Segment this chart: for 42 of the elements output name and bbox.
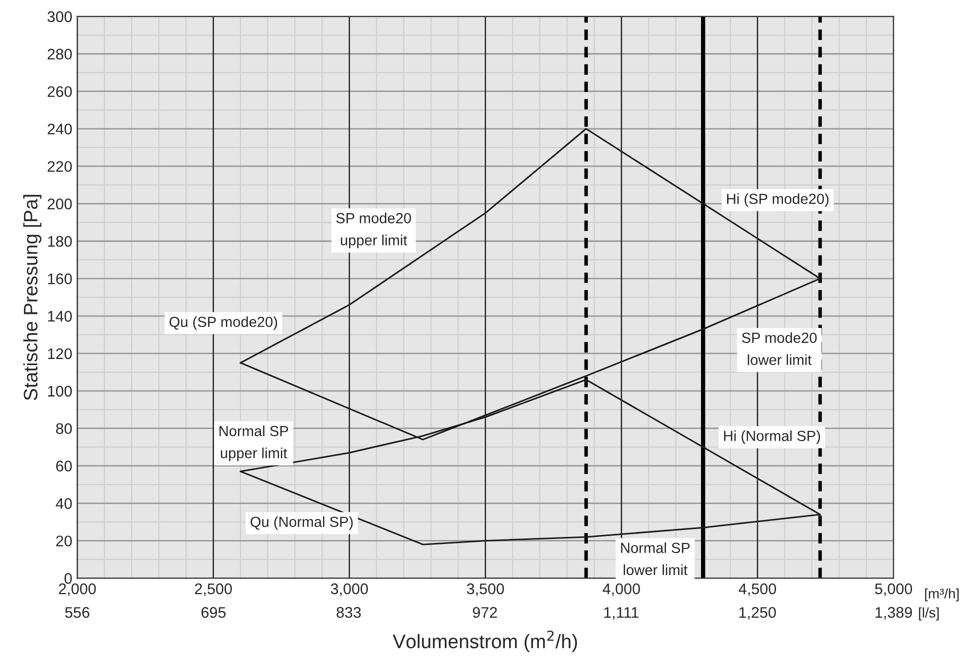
x-tick-label: 2,000 [58,583,96,596]
x-tick-label: 4,000 [602,583,640,596]
x2-tick-label: 1,250 [739,607,776,620]
x-tick-label: 2,500 [194,583,232,596]
annotation: Qu (Normal SP) [250,516,353,530]
x-tick-label: 3,000 [330,583,368,596]
y-tick-label: 240 [48,124,72,134]
x-tick-label: 4,500 [738,583,776,596]
x2-tick-label: 1,389 [876,607,912,620]
y-tick-label: 200 [48,198,72,210]
annotation: SP mode20 upper limit [336,212,411,248]
x2-tick-label: 972 [472,607,497,618]
y-tick-label: 120 [48,348,72,360]
y-tick-label: 220 [48,161,72,172]
y-tick-label: 280 [48,48,72,60]
y-tick-label: 20 [56,536,72,546]
x2-tick-label: 833 [336,607,361,618]
annotation: Normal SP lower limit [621,542,690,576]
y-tick-label: 80 [56,423,72,434]
y-tick-label: 160 [48,273,72,284]
y-tick-label: 180 [48,236,72,247]
y-tick-label: 100 [48,386,72,397]
annotation: Qu (SP mode20) [170,316,278,330]
y-tick-label: 60 [56,460,72,472]
y-tick-label: 40 [56,498,72,509]
x-axis-title: Volumenstrom (m$^{2}$/h) [392,630,577,652]
x-tick-label: 5,000 [875,583,912,596]
y-tick-label: 260 [48,86,72,98]
x-tick-label: 3,500 [466,583,504,596]
y-tick-label: 0 [64,573,72,584]
annotation: SP mode20 lower limit [742,332,817,366]
x2-tick-label: 695 [202,607,226,618]
y-axis-title: Statische Pressung [Pa] [23,194,42,400]
y-tick-label: 300 [48,11,72,22]
y-tick-label: 140 [48,310,72,322]
annotation: Normal SP upper limit [220,426,288,462]
x2-tick-label: 556 [65,607,90,618]
text: [m³/h] [925,588,959,602]
annotation: Hi (SP mode20) [727,193,828,207]
x2-axis-title: [l/s] [919,607,939,620]
annotation: Hi (Normal SP) [724,430,820,444]
x2-tick-label: 1,111 [604,607,638,620]
